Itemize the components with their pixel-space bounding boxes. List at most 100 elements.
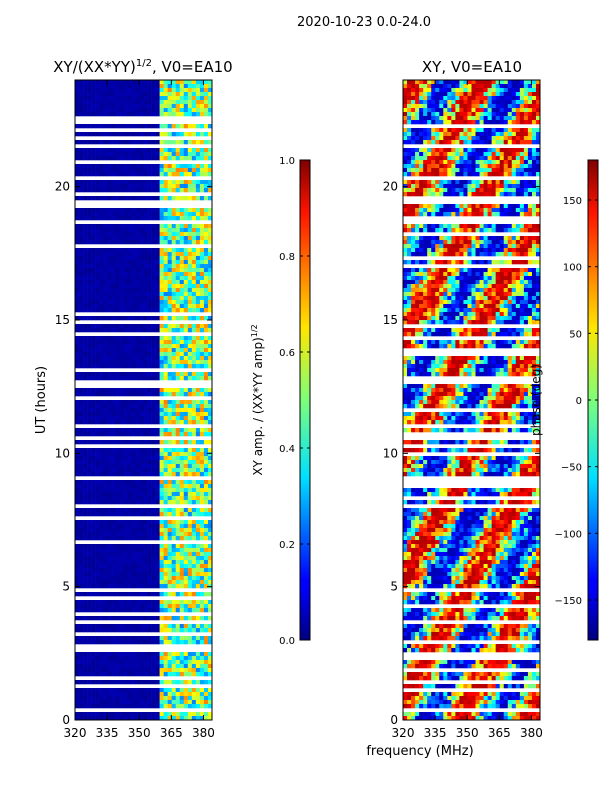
heatmap-cell bbox=[199, 92, 205, 97]
heatmap-cell bbox=[115, 392, 120, 397]
heatmap-cell bbox=[91, 360, 96, 365]
heatmap-cell bbox=[111, 468, 116, 473]
heatmap-cell bbox=[203, 92, 209, 97]
heatmap-cell bbox=[159, 408, 164, 413]
heatmap-cell bbox=[471, 156, 476, 161]
heatmap-cell bbox=[191, 376, 197, 381]
heatmap-cell bbox=[175, 340, 181, 345]
heatmap-cell bbox=[135, 584, 140, 589]
heatmap-cell bbox=[419, 80, 424, 85]
heatmap-cell bbox=[191, 548, 197, 553]
heatmap-cell bbox=[99, 652, 104, 657]
heatmap-cell bbox=[199, 468, 205, 473]
heatmap-cell bbox=[75, 448, 80, 453]
heatmap-cell bbox=[79, 472, 84, 477]
heatmap-cell bbox=[467, 100, 472, 105]
heatmap-cell bbox=[175, 500, 181, 505]
heatmap-cell bbox=[115, 464, 120, 469]
heatmap-cell bbox=[135, 400, 140, 405]
heatmap-cell bbox=[139, 412, 144, 417]
heatmap-cell bbox=[111, 580, 116, 585]
heatmap-cell bbox=[531, 92, 537, 97]
heatmap-cell bbox=[155, 452, 160, 457]
heatmap-cell bbox=[195, 692, 201, 697]
heatmap-cell bbox=[115, 452, 120, 457]
heatmap-cell bbox=[151, 148, 156, 153]
heatmap-cell bbox=[107, 224, 112, 229]
heatmap-cell bbox=[99, 80, 104, 85]
heatmap-cell bbox=[83, 660, 88, 665]
heatmap-cell bbox=[163, 164, 168, 169]
heatmap-cell bbox=[143, 696, 148, 701]
heatmap-cell bbox=[155, 172, 160, 177]
heatmap-cell bbox=[83, 344, 88, 349]
heatmap-cell bbox=[87, 300, 92, 305]
heatmap-cell bbox=[143, 216, 148, 221]
heatmap-cell bbox=[87, 152, 92, 157]
heatmap-cell bbox=[203, 344, 209, 349]
heatmap-cell bbox=[87, 340, 92, 345]
heatmap-cell bbox=[131, 184, 136, 189]
heatmap-cell bbox=[139, 564, 144, 569]
heatmap-cell bbox=[191, 360, 197, 365]
heatmap-cell bbox=[139, 524, 144, 529]
heatmap-cell bbox=[159, 276, 164, 281]
heatmap-cell bbox=[479, 160, 484, 165]
heatmap-cell bbox=[159, 296, 164, 301]
heatmap-cell bbox=[119, 636, 124, 641]
heatmap-cell bbox=[467, 164, 472, 169]
heatmap-cell bbox=[207, 308, 212, 313]
heatmap-cell bbox=[127, 688, 132, 693]
heatmap-cell bbox=[151, 84, 156, 89]
heatmap-cell bbox=[167, 292, 173, 297]
heatmap-cell bbox=[155, 308, 160, 313]
heatmap-cell bbox=[159, 248, 164, 253]
heatmap-cell bbox=[151, 636, 156, 641]
heatmap-cell bbox=[199, 240, 205, 245]
heatmap-cell bbox=[99, 460, 104, 465]
heatmap-cell bbox=[83, 628, 88, 633]
heatmap-cell bbox=[151, 508, 156, 513]
heatmap-cell bbox=[99, 448, 104, 453]
heatmap-cell bbox=[159, 552, 164, 557]
heatmap-cell bbox=[115, 324, 120, 329]
heatmap-cell bbox=[523, 100, 529, 105]
heatmap-cell bbox=[99, 180, 104, 185]
heatmap-cell bbox=[151, 272, 156, 277]
heatmap-cell bbox=[123, 496, 128, 501]
heatmap-cell bbox=[143, 92, 148, 97]
heatmap-cell bbox=[155, 432, 160, 437]
heatmap-cell bbox=[179, 124, 185, 129]
heatmap-cell bbox=[111, 100, 116, 105]
heatmap-cell bbox=[107, 340, 112, 345]
heatmap-cell bbox=[203, 292, 209, 297]
heatmap-cell bbox=[139, 680, 144, 685]
heatmap-cell bbox=[203, 268, 209, 273]
heatmap-cell bbox=[87, 224, 92, 229]
heatmap-cell bbox=[151, 316, 156, 321]
heatmap-cell bbox=[491, 148, 496, 153]
heatmap-cell bbox=[131, 564, 136, 569]
heatmap-cell bbox=[119, 692, 124, 697]
heatmap-cell bbox=[143, 164, 148, 169]
heatmap-cell bbox=[91, 696, 96, 701]
heatmap-cell bbox=[123, 124, 128, 129]
heatmap-cell bbox=[195, 440, 201, 445]
heatmap-cell bbox=[483, 136, 488, 141]
heatmap-cell bbox=[87, 496, 92, 501]
heatmap-cell bbox=[139, 228, 144, 233]
heatmap-cell bbox=[163, 404, 168, 409]
heatmap-cell bbox=[207, 460, 212, 465]
heatmap-cell bbox=[143, 628, 148, 633]
heatmap-cell bbox=[199, 188, 205, 193]
heatmap-cell bbox=[99, 688, 104, 693]
heatmap-cell bbox=[123, 232, 128, 237]
heatmap-cell bbox=[171, 688, 177, 693]
heatmap-cell bbox=[487, 136, 492, 141]
heatmap-cell bbox=[195, 92, 201, 97]
heatmap-cell bbox=[423, 172, 428, 177]
heatmap-cell bbox=[135, 636, 140, 641]
heatmap-cell bbox=[163, 428, 168, 433]
heatmap-cell bbox=[155, 280, 160, 285]
heatmap-cell bbox=[131, 272, 136, 277]
